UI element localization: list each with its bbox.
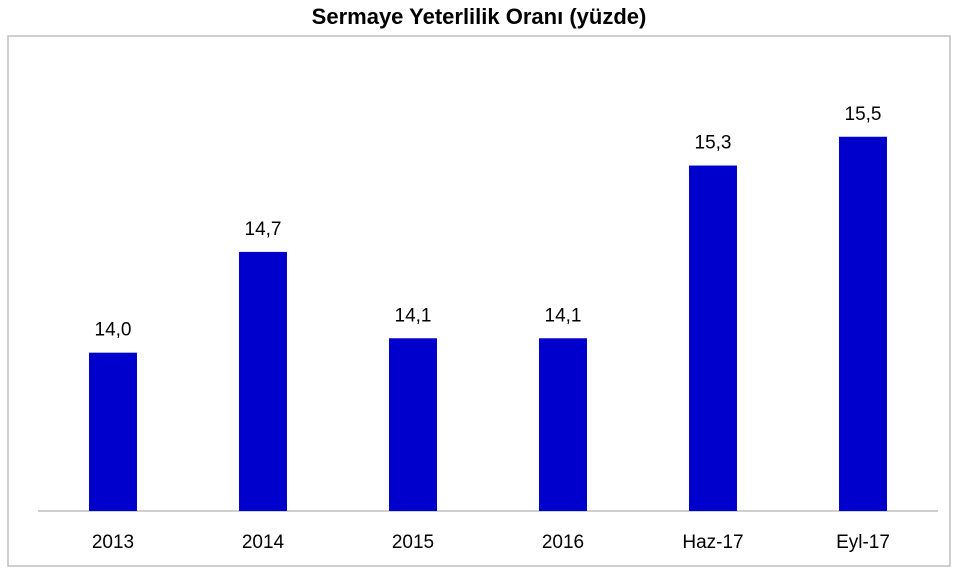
x-tick-label: 2015 xyxy=(392,532,434,553)
chart-frame xyxy=(7,35,951,567)
bar xyxy=(539,338,587,511)
x-tick-label: 2013 xyxy=(92,532,134,553)
bar xyxy=(389,338,437,511)
chart-title: Sermaye Yeterlilik Oranı (yüzde) xyxy=(312,4,647,29)
x-tick-label: 2014 xyxy=(242,532,285,553)
data-label: 14,1 xyxy=(395,305,432,326)
x-tick-label: Eyl-17 xyxy=(836,532,890,553)
data-label: 14,7 xyxy=(245,219,282,240)
data-label: 14,0 xyxy=(95,320,132,341)
x-tick-label: Haz-17 xyxy=(682,532,743,553)
bar xyxy=(839,136,887,511)
data-label: 14,1 xyxy=(545,305,582,326)
x-tick-label: 2016 xyxy=(542,532,584,553)
bar xyxy=(239,251,287,511)
data-label: 15,5 xyxy=(845,104,882,125)
bar xyxy=(689,165,737,511)
data-label: 15,3 xyxy=(695,133,732,154)
bar xyxy=(89,352,137,511)
